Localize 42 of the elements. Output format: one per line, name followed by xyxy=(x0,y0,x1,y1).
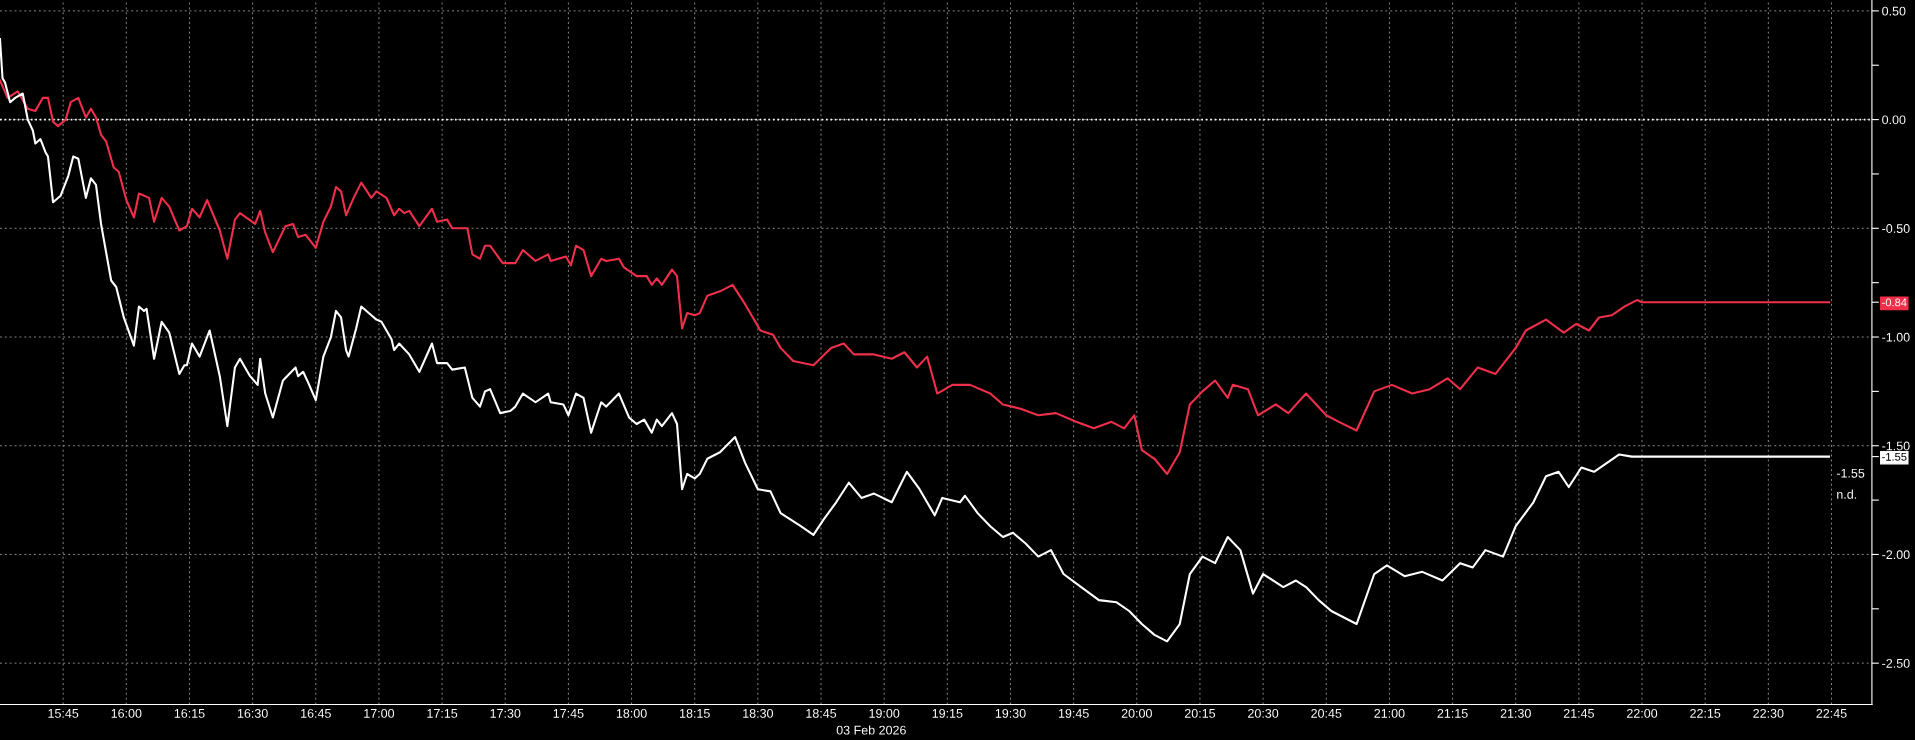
x-tick-label: 19:45 xyxy=(1058,708,1089,718)
y-tick-label: -0.84 xyxy=(1882,298,1907,307)
y-tick-label: -0.50 xyxy=(1882,224,1910,233)
y-tick-label: -1.50 xyxy=(1882,441,1910,451)
text: 03 Feb 2026 xyxy=(836,725,906,735)
annotation: n.d. xyxy=(1837,489,1857,499)
y-tick-label: -2.00 xyxy=(1882,550,1910,560)
x-tick-label: 21:00 xyxy=(1374,708,1405,718)
x-tick-label: 18:30 xyxy=(743,708,774,718)
x-tick-label: 22:00 xyxy=(1627,708,1658,718)
x-tick-label: 22:30 xyxy=(1753,708,1784,718)
x-tick-label: 17:30 xyxy=(490,708,521,718)
x-tick-label: 18:00 xyxy=(616,708,647,718)
x-tick-label: 20:45 xyxy=(1311,708,1342,718)
y-tick-label: -2.50 xyxy=(1882,658,1910,668)
x-tick-label: 18:15 xyxy=(680,708,710,718)
x-tick-label: 22:45 xyxy=(1816,708,1847,718)
x-tick-label: 17:15 xyxy=(427,709,458,718)
x-tick-label: 16:45 xyxy=(301,708,331,718)
x-tick-label: 20:15 xyxy=(1184,708,1216,718)
annotation: -1.55 xyxy=(1836,468,1865,478)
y-tick-label: 0.00 xyxy=(1882,115,1906,125)
x-tick-label: 18:45 xyxy=(806,708,837,718)
x-tick-label: 16:15 xyxy=(174,708,205,718)
y-tick-label: -1.00 xyxy=(1882,332,1910,342)
x-tick-label: 19:15 xyxy=(932,708,963,718)
x-tick-label: 16:00 xyxy=(111,708,142,718)
x-tick-label: 17:00 xyxy=(364,708,395,718)
y-tick-label: -1.55 xyxy=(1882,452,1907,461)
x-tick-label: 19:00 xyxy=(869,708,900,718)
line-series xyxy=(0,79,1831,476)
x-tick-label: 19:30 xyxy=(995,708,1026,718)
y-tick-label: 0.50 xyxy=(1882,6,1906,16)
x-tick-label: 17:45 xyxy=(553,709,584,718)
x-tick-label: 20:30 xyxy=(1248,708,1279,718)
x-tick-label: 21:30 xyxy=(1500,708,1531,718)
x-tick-label: 15:45 xyxy=(48,709,79,718)
x-tick-label: 20:00 xyxy=(1121,708,1152,718)
x-tick-label: 21:45 xyxy=(1563,708,1594,718)
x-tick-label: 21:15 xyxy=(1437,708,1468,718)
x-tick-label: 22:15 xyxy=(1690,708,1721,718)
x-tick-label: 16:30 xyxy=(237,708,268,718)
